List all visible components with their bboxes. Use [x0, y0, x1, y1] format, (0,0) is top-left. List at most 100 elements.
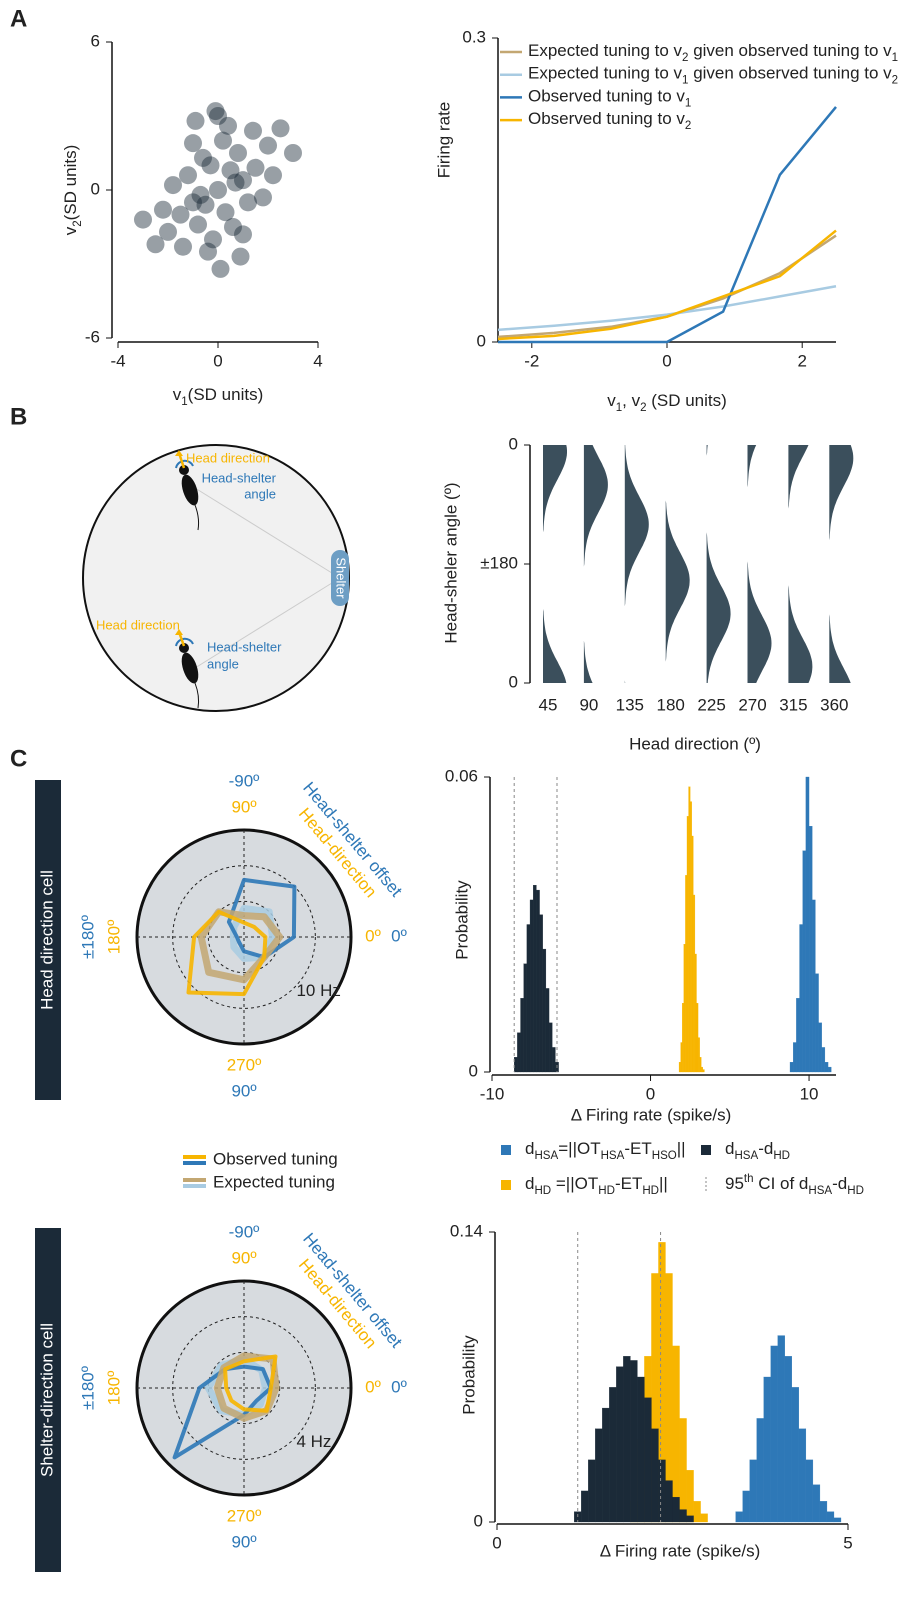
violin [624, 445, 649, 683]
hist-bar [763, 1376, 771, 1523]
hist-bar [581, 1490, 589, 1523]
hist-bar [665, 1480, 673, 1523]
text-part: 2 [640, 402, 646, 414]
violin [788, 445, 813, 683]
hist-bar [694, 953, 697, 1073]
point [194, 148, 212, 167]
x-tick-label: 270 [738, 695, 766, 714]
legend-label: Expected tuning to v1 given observed tun… [528, 64, 898, 87]
panel-letter: B [10, 403, 27, 430]
text-part: (SD units) [61, 145, 80, 221]
x-tick-label: 0 [646, 1084, 655, 1103]
legend-swatch [501, 1180, 511, 1190]
hist-bar [672, 1496, 680, 1523]
hist-bar [796, 998, 800, 1073]
hist-bar [616, 1366, 624, 1523]
ring [172, 865, 316, 1009]
hist-bar [520, 998, 524, 1073]
legend-label: Expected tuning [213, 1172, 335, 1191]
angle-label: Head-shelter [207, 639, 282, 654]
text-part: (SD units) [188, 385, 264, 404]
angle-label: 90º [231, 797, 256, 816]
hist-bar [798, 1428, 807, 1523]
angle-label: 180º [104, 1371, 123, 1406]
hist-bar [799, 924, 803, 1073]
point [264, 166, 282, 185]
angle-label: ±180º [78, 915, 97, 959]
y-tick-label: -6 [85, 327, 100, 346]
hist-bar [819, 1501, 828, 1523]
hist-bar [529, 899, 534, 1073]
y-axis-label: v2(SD units) [61, 145, 84, 236]
head-direction-label: Head direction [96, 617, 180, 632]
x-tick-label: -10 [480, 1084, 505, 1103]
point [204, 230, 222, 249]
x-axis-label: Δ Firing rate (spike/s) [600, 1541, 761, 1560]
hist-bar [686, 1470, 694, 1523]
x-tick-label: 180 [657, 695, 685, 714]
hist-bar [791, 1387, 800, 1523]
hist-bar [815, 973, 819, 1073]
point [146, 235, 165, 254]
point [164, 176, 182, 195]
hist-bar [805, 776, 810, 1073]
tuning-curve [197, 908, 284, 984]
text-part: HD [847, 1185, 864, 1197]
tuning-curve [223, 1354, 278, 1413]
point [184, 134, 202, 153]
cell-label-bar [35, 780, 61, 1100]
point [271, 119, 290, 138]
point [174, 237, 192, 256]
tuning-curve [226, 877, 297, 960]
hist-bar [693, 894, 696, 1073]
point [244, 121, 262, 140]
hist-bar [679, 1509, 687, 1523]
y-axis-label: Head-sheler angle (º) [441, 482, 460, 643]
angle-label: Head-shelter [202, 470, 277, 485]
hist-bar [680, 1042, 683, 1073]
point [196, 195, 215, 214]
angle-label: 0º [365, 926, 381, 945]
text-part: Observed tuning to v [528, 110, 685, 129]
hist-bar [686, 816, 689, 1073]
angle-label: 270º [227, 1506, 262, 1525]
point [209, 107, 227, 125]
hist-bar [609, 1387, 617, 1523]
ring [172, 1316, 316, 1460]
hist-bar [686, 1515, 694, 1523]
hist-bar [595, 1428, 603, 1523]
point [259, 136, 277, 155]
hist-bar [691, 835, 694, 1073]
text-part: HSA [808, 1185, 832, 1197]
text-part: d [525, 1174, 534, 1193]
hist-bar [623, 1356, 631, 1523]
text-part: HD [642, 1185, 659, 1197]
mouse [175, 629, 200, 709]
hist-bar [756, 1418, 764, 1523]
point [134, 210, 152, 229]
hist-bar [749, 1459, 757, 1523]
panel-letter: A [10, 5, 27, 32]
x-axis-label: Head direction (º) [629, 734, 761, 753]
point [219, 116, 237, 135]
hist-bar [683, 944, 686, 1073]
cell-label: Shelter-direction cell [37, 1323, 56, 1477]
y-tick-label: 0.3 [462, 27, 486, 46]
shelter-label: Shelter [334, 557, 349, 599]
hist-bar [651, 1428, 659, 1523]
hist-bar [690, 801, 692, 1073]
text-part: CI of d [754, 1174, 809, 1193]
text-part: -d [758, 1139, 773, 1158]
point [154, 200, 172, 219]
violin [583, 445, 608, 683]
ring-label: 10 Hz [296, 981, 340, 1000]
text-part: =||OT [558, 1139, 600, 1158]
text-part: -d [832, 1174, 847, 1193]
angle-label: 0º [391, 1377, 407, 1396]
hist-bar [679, 1418, 687, 1523]
ring-label: 4 Hz [296, 1432, 331, 1451]
hist-bar [777, 1335, 785, 1523]
angle-label: 90º [231, 1081, 256, 1100]
